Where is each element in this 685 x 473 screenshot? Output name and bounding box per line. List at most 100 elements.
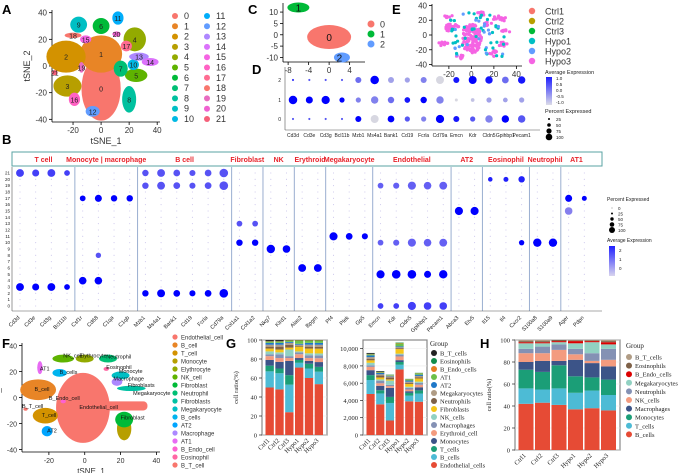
size-label: 100	[618, 228, 626, 233]
dot	[285, 254, 288, 256]
dot	[552, 292, 554, 294]
x-tick-label: Emcn	[368, 315, 382, 329]
x-tick-label: 0	[469, 70, 474, 79]
dot	[474, 216, 476, 218]
dot	[173, 289, 181, 297]
dot	[489, 191, 491, 193]
dot	[348, 254, 350, 256]
dot	[411, 197, 413, 199]
cluster-16	[68, 92, 81, 107]
cluster-5	[124, 68, 148, 83]
cluster-2	[46, 40, 86, 73]
bar-segment	[295, 362, 304, 368]
y-tick-label: 3	[7, 285, 10, 290]
dot	[379, 197, 382, 199]
dot	[489, 216, 491, 218]
bar-segment	[395, 353, 404, 355]
dot	[470, 116, 476, 122]
dot	[489, 204, 491, 206]
dot	[223, 191, 225, 193]
sample-points	[459, 57, 463, 61]
y-tick-label: 6	[7, 266, 10, 271]
bar-segment	[405, 389, 414, 392]
dot	[50, 292, 52, 294]
dot	[160, 178, 162, 180]
bar-segment	[551, 342, 567, 345]
dot	[505, 273, 507, 275]
dot	[533, 238, 542, 247]
y-tick-label: 20	[418, 16, 427, 25]
dot	[19, 273, 21, 275]
bar-segment	[275, 340, 284, 341]
dot	[82, 216, 84, 218]
dot	[82, 210, 84, 212]
dot	[305, 96, 313, 104]
dot	[142, 169, 149, 177]
x-tick-label: Emcn	[450, 133, 463, 139]
panel-label-g: G	[226, 336, 237, 351]
dot	[223, 261, 225, 263]
dot	[521, 261, 523, 263]
y-tick-label: 21	[5, 171, 11, 176]
dot	[370, 96, 379, 104]
dot	[583, 254, 585, 256]
dot	[223, 286, 225, 288]
legend-label: 11	[216, 11, 225, 21]
dot	[66, 197, 68, 199]
bar-segment	[285, 412, 294, 435]
sample-points	[489, 41, 493, 45]
bar-segment	[265, 387, 274, 435]
dot	[157, 289, 166, 298]
dot	[317, 191, 319, 193]
bar-segment	[385, 380, 394, 385]
dot	[427, 191, 429, 193]
dot	[50, 223, 52, 225]
dot	[379, 292, 382, 294]
dot	[421, 116, 427, 122]
dot	[427, 210, 429, 212]
dot	[442, 204, 444, 206]
dot	[50, 267, 52, 269]
dot	[521, 235, 523, 237]
bar-segment	[601, 342, 616, 345]
dot	[144, 178, 146, 180]
sample-points	[481, 10, 485, 14]
dot	[32, 169, 40, 177]
dot	[364, 216, 366, 218]
dot	[377, 239, 384, 246]
sample-points	[477, 19, 481, 23]
dot	[82, 299, 84, 301]
x-tick-label: 0	[83, 458, 87, 465]
dot	[332, 223, 335, 225]
dot	[552, 235, 554, 237]
bar-segment	[568, 392, 583, 410]
dot	[583, 210, 585, 212]
dot	[317, 248, 319, 250]
dot	[285, 292, 288, 294]
dot	[427, 299, 429, 301]
sample-points	[452, 18, 456, 23]
bar-segment	[265, 354, 274, 357]
dot	[583, 223, 585, 225]
dot	[301, 235, 303, 237]
sample-points	[475, 46, 479, 50]
dot	[301, 191, 303, 193]
dot	[552, 229, 554, 231]
x-tick-label: Cd3e	[303, 133, 315, 139]
y-tick-label: 100	[247, 338, 257, 345]
dot	[19, 204, 21, 206]
legend-label: 17	[216, 73, 226, 83]
dot	[501, 115, 510, 123]
dot	[238, 299, 241, 301]
dot	[191, 178, 193, 180]
group-header-label: T cell	[35, 157, 53, 164]
dot	[113, 254, 115, 256]
dot	[583, 242, 585, 244]
bar-segment	[285, 342, 294, 345]
dot	[404, 77, 410, 83]
legend-label: 21	[216, 114, 226, 124]
dot	[395, 178, 397, 180]
y-tick-label: 100	[500, 338, 510, 345]
dot	[474, 185, 476, 187]
legend-label: B_cell	[181, 344, 197, 350]
